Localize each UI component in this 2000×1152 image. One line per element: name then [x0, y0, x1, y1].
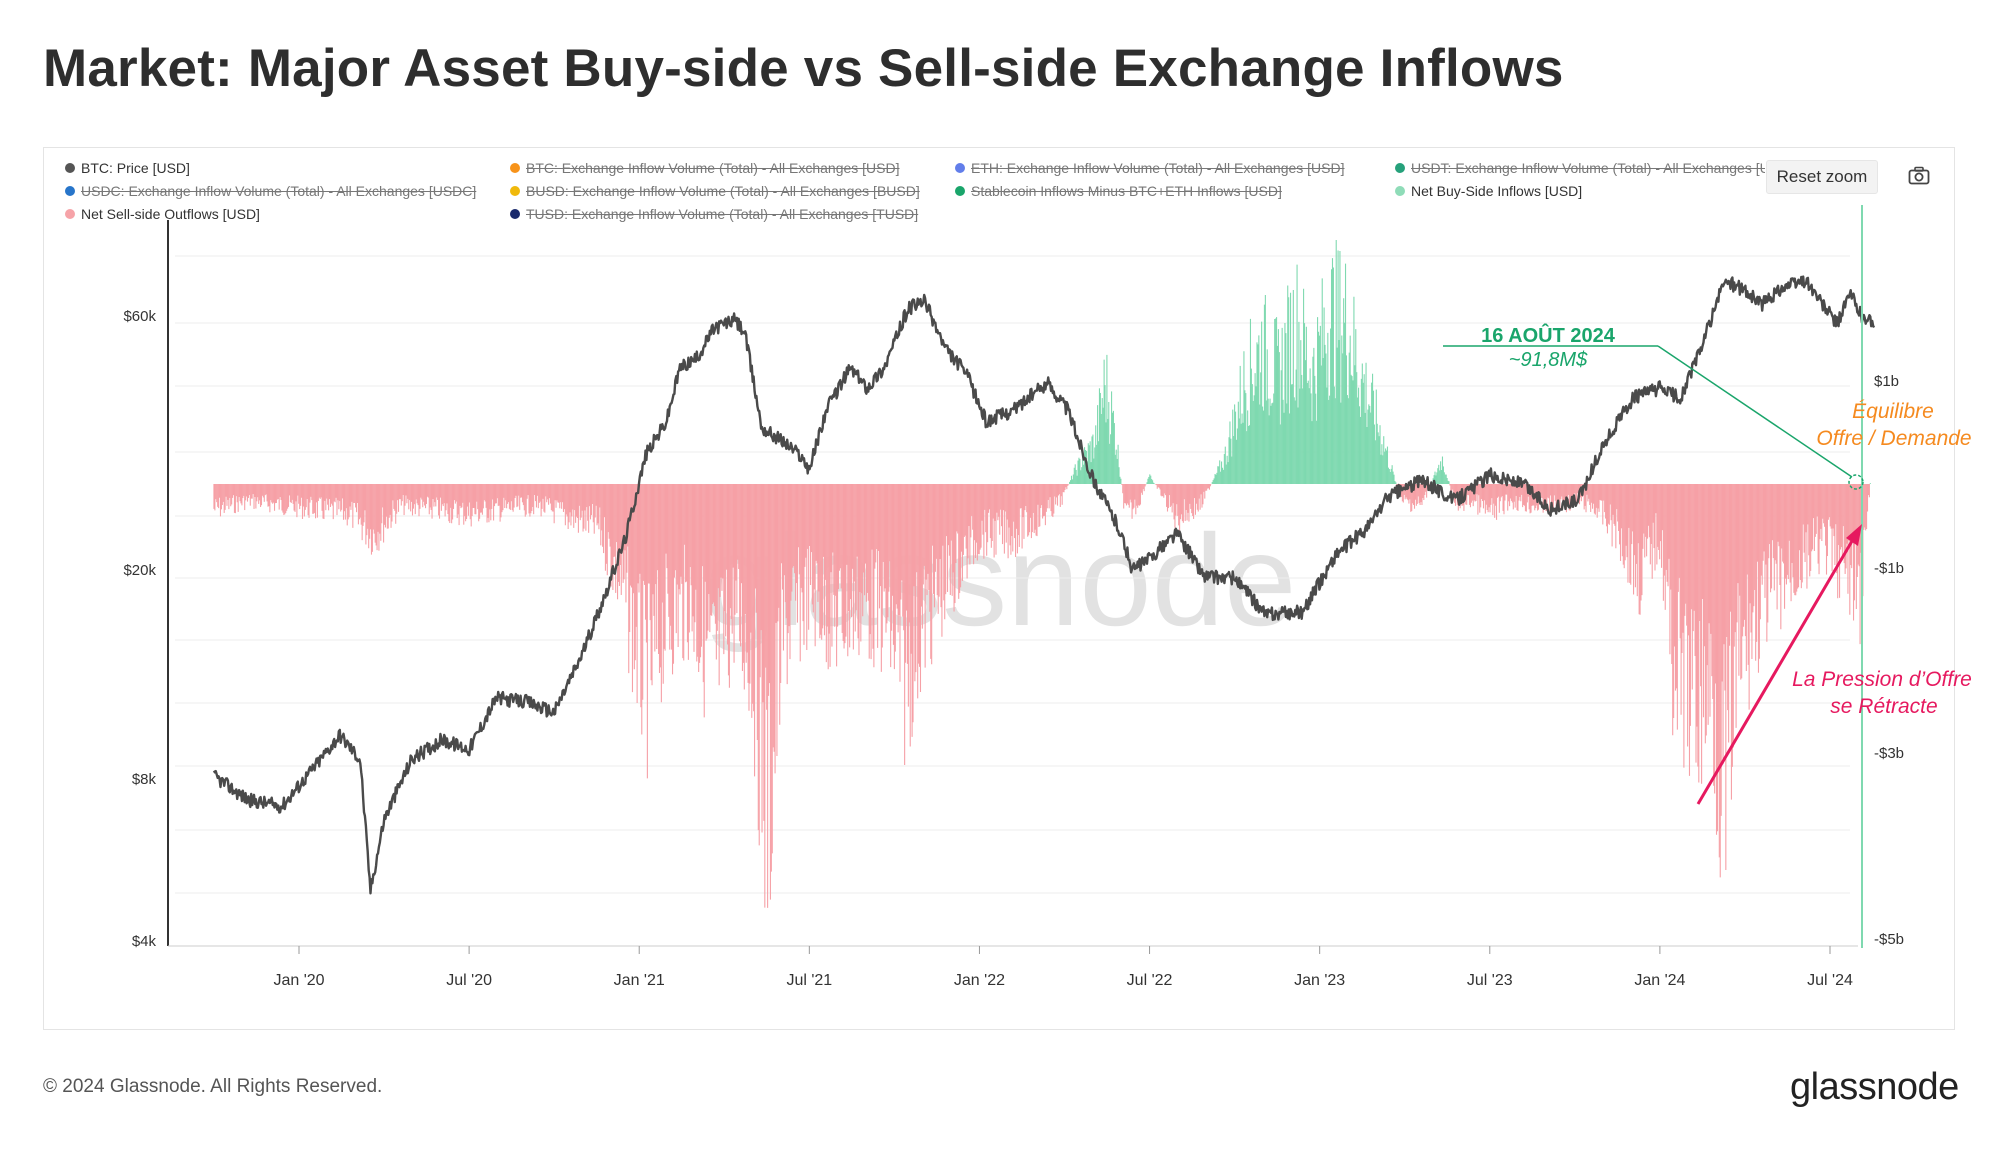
legend-item[interactable]: BUSD: Exchange Inflow Volume (Total) - A…: [510, 183, 920, 199]
legend-color-dot: [65, 186, 75, 196]
footer-brand-logo: glassnode: [1790, 1066, 1959, 1108]
legend-color-dot: [65, 163, 75, 173]
legend-item[interactable]: TUSD: Exchange Inflow Volume (Total) - A…: [510, 206, 918, 222]
reset-zoom-button[interactable]: Reset zoom: [1766, 160, 1878, 194]
legend-color-dot: [955, 163, 965, 173]
legend-label: Net Buy-Side Inflows [USD]: [1411, 183, 1583, 199]
legend-item[interactable]: BTC: Price [USD]: [65, 160, 190, 176]
legend-label: Net Sell-side Outflows [USD]: [81, 206, 260, 222]
legend-item[interactable]: BTC: Exchange Inflow Volume (Total) - Al…: [510, 160, 900, 176]
legend-item[interactable]: Net Sell-side Outflows [USD]: [65, 206, 260, 222]
footer-copyright: © 2024 Glassnode. All Rights Reserved.: [43, 1076, 383, 1097]
legend-label: USDT: Exchange Inflow Volume (Total) - A…: [1411, 160, 1765, 176]
legend-item[interactable]: USDC: Exchange Inflow Volume (Total) - A…: [65, 183, 476, 199]
legend-label: BTC: Price [USD]: [81, 160, 190, 176]
legend-label: TUSD: Exchange Inflow Volume (Total) - A…: [526, 206, 919, 222]
legend-color-dot: [955, 186, 965, 196]
legend-label: Stablecoin Inflows Minus BTC+ETH Inflows…: [971, 183, 1282, 199]
legend-label: USDC: Exchange Inflow Volume (Total) - A…: [81, 183, 477, 199]
legend-color-dot: [510, 186, 520, 196]
legend-color-dot: [65, 209, 75, 219]
camera-icon[interactable]: [1908, 166, 1930, 186]
legend-color-dot: [510, 163, 520, 173]
chart-frame: [43, 147, 1955, 1030]
legend-item[interactable]: Stablecoin Inflows Minus BTC+ETH Inflows…: [955, 183, 1282, 199]
legend-label: BUSD: Exchange Inflow Volume (Total) - A…: [526, 183, 920, 199]
legend-item[interactable]: USDT: Exchange Inflow Volume (Total) - A…: [1395, 160, 1765, 176]
legend-color-dot: [1395, 186, 1405, 196]
legend-label: BTC: Exchange Inflow Volume (Total) - Al…: [526, 160, 900, 176]
legend-item[interactable]: Net Buy-Side Inflows [USD]: [1395, 183, 1582, 199]
legend-color-dot: [510, 209, 520, 219]
legend-item[interactable]: ETH: Exchange Inflow Volume (Total) - Al…: [955, 160, 1345, 176]
page-title: Market: Major Asset Buy-side vs Sell-sid…: [43, 39, 1564, 98]
legend-color-dot: [1395, 163, 1405, 173]
legend-label: ETH: Exchange Inflow Volume (Total) - Al…: [971, 160, 1345, 176]
